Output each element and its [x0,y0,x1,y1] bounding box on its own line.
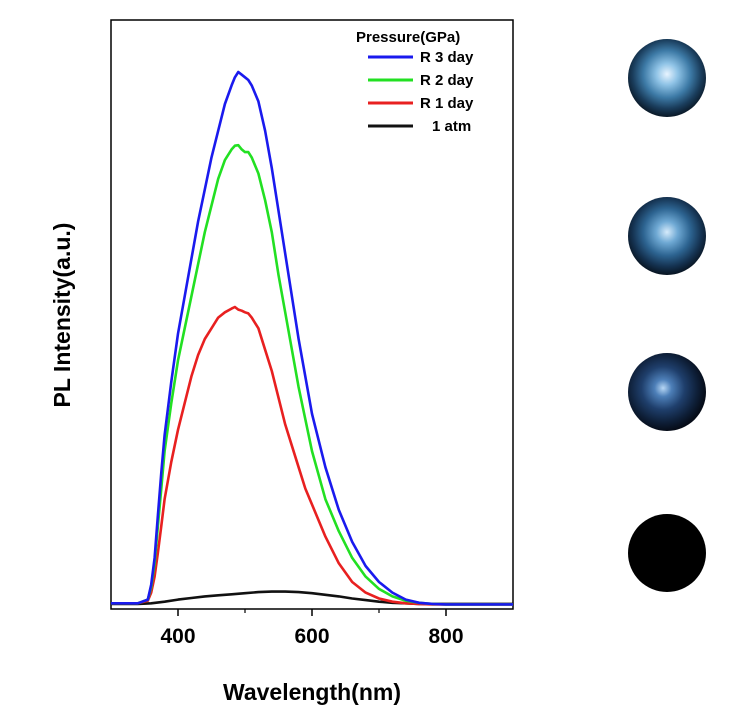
x-ticks: 400 600 800 [160,609,464,648]
photo-r1day [628,353,706,431]
x-tick-label: 400 [160,625,195,648]
legend-label: 1 atm [432,118,471,135]
x-tick-label: 600 [294,625,329,648]
photo-r3day [628,39,706,117]
x-axis-title: Wavelength(nm) [223,679,401,705]
photo-1atm [628,514,706,592]
y-axis-title: PL Intensity(a.u.) [49,223,75,408]
legend: Pressure(GPa) R 3 day R 2 day R 1 day 1 atm [356,29,474,135]
series-line-1-atm [111,590,513,606]
legend-label: R 3 day [420,49,474,66]
series-line-r-1-day [111,305,513,606]
sample-photos [628,39,706,592]
series-lines [111,70,513,606]
legend-label: R 1 day [420,95,474,112]
legend-title: Pressure(GPa) [356,29,460,46]
x-tick-label: 800 [428,625,463,648]
series-line-r-3-day [111,70,513,606]
legend-label: R 2 day [420,72,474,89]
series-line-r-2-day [111,143,513,606]
photo-r2day [628,197,706,275]
